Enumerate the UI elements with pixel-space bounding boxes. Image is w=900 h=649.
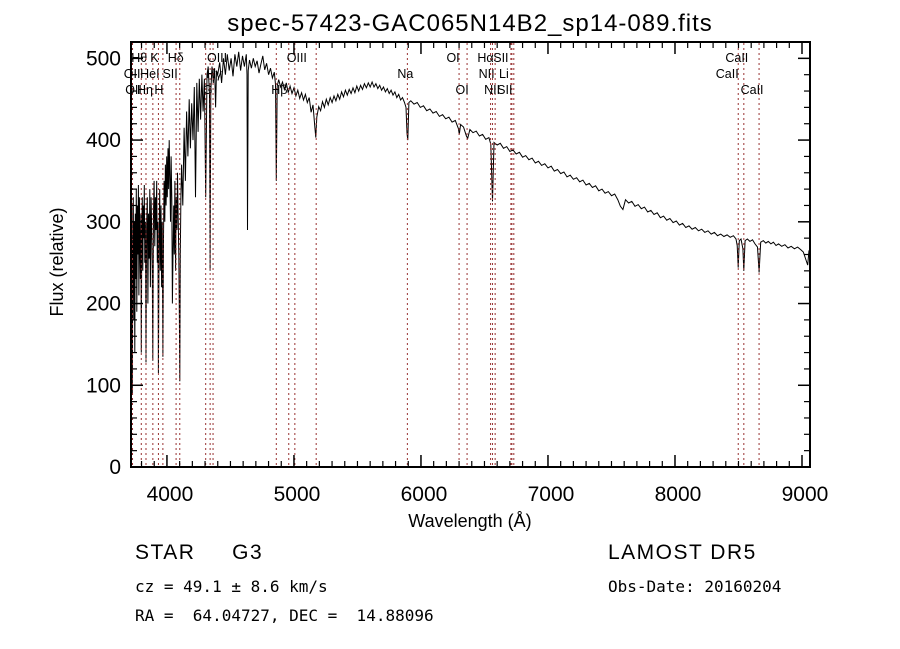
spectrum-trace [130, 51, 811, 394]
spectral-line-label: OIII [287, 51, 307, 65]
ra-dec-text: RA = 64.04727, DEC = 14.88096 [135, 606, 434, 625]
spectral-line-label: Li [499, 67, 509, 81]
spectral-line-label: Na [397, 67, 413, 81]
x-tick-label: 8000 [655, 483, 702, 506]
spectral-line-label: SII [493, 51, 508, 65]
spectral-line-label: OI [446, 51, 459, 65]
spectral-line-label: Hγ [206, 67, 222, 81]
spectral-line-label: K [150, 51, 159, 65]
cz-velocity-text: cz = 49.1 ± 8.6 km/s [135, 577, 328, 596]
obs-date-text: Obs-Date: 20160204 [608, 577, 782, 596]
x-tick-label: 9000 [782, 483, 829, 506]
x-tick-label: 5000 [274, 483, 321, 506]
spectral-line-label: NII [479, 67, 495, 81]
spectral-line-label: HeI [140, 67, 159, 81]
survey-release-text: LAMOST DR5 [608, 541, 757, 564]
spectral-line-label: OI [455, 83, 468, 97]
x-tick-label: 4000 [147, 483, 194, 506]
plot-title: spec-57423-GAC065N14B2_sp14-089.fits [227, 10, 713, 37]
x-tick-label: 7000 [528, 483, 575, 506]
spectral-line-label: OIII [207, 51, 227, 65]
spectral-line-label: SII [162, 67, 177, 81]
spectral-line-label: NII [484, 83, 500, 97]
spectral-line-label: Hβ [271, 83, 287, 97]
y-tick-label: 300 [86, 211, 121, 234]
object-class-text: STAR G3 [135, 541, 264, 564]
spectral-line-label: SII [497, 83, 512, 97]
plot-frame [130, 41, 811, 468]
y-tick-label: 200 [86, 293, 121, 316]
spectral-line-label: CaII [725, 51, 748, 65]
y-tick-label: 400 [86, 129, 121, 152]
y-tick-label: 0 [109, 456, 121, 479]
y-tick-label: 500 [86, 47, 121, 70]
x-axis-label: Wavelength (Å) [408, 511, 532, 531]
x-tick-label: 6000 [401, 483, 448, 506]
spectral-line-label: CaII [741, 83, 764, 97]
spectral-line-label: Hη [137, 83, 153, 97]
spectral-line-label: H [154, 83, 163, 97]
spectral-line-label: OII [125, 83, 142, 97]
y-axis-label: Flux (relative) [47, 207, 67, 317]
spectral-line-label: G [203, 83, 213, 97]
spectral-line-label: CaII [716, 67, 739, 81]
y-tick-label: 100 [86, 374, 121, 397]
spectral-line-label: Hδ [168, 51, 184, 65]
spectral-line-label: Hα [477, 51, 493, 65]
